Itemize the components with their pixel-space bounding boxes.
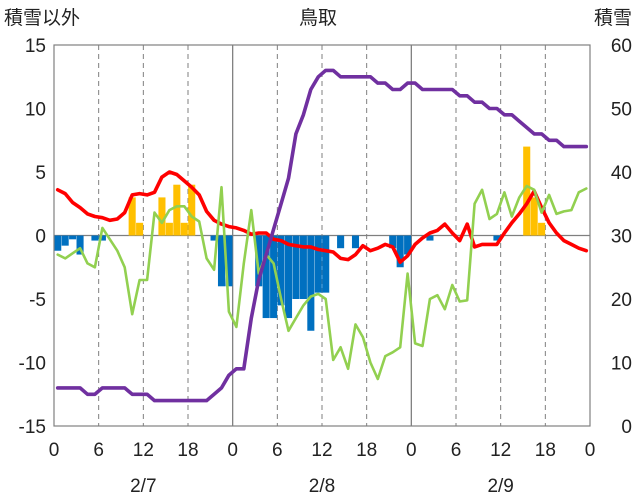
right-tick-label: 0 bbox=[621, 417, 632, 438]
left-axis-title: 積雪以外 bbox=[4, 7, 80, 29]
x-tick-label: 6 bbox=[451, 440, 462, 461]
x-tick-label: 0 bbox=[406, 440, 417, 461]
bar-negative bbox=[91, 235, 99, 241]
bar-positive bbox=[180, 222, 188, 236]
left-y-axis: 15 10 5 0 -5 -10 -15 bbox=[19, 36, 46, 438]
left-tick-label: -10 bbox=[19, 354, 46, 375]
bar-negative bbox=[270, 235, 278, 319]
right-y-axis: 60 50 40 30 20 10 0 bbox=[611, 36, 632, 438]
date-label: 2/7 bbox=[130, 476, 156, 497]
bar-positive bbox=[128, 197, 136, 236]
bar-negative bbox=[389, 235, 397, 249]
bar-negative bbox=[277, 235, 285, 306]
left-tick-label: 10 bbox=[25, 100, 46, 121]
right-tick-label: 40 bbox=[611, 163, 632, 184]
bar-negative bbox=[292, 235, 300, 299]
bar-positive bbox=[523, 146, 531, 236]
bar-negative bbox=[284, 235, 293, 319]
bar-positive bbox=[173, 184, 181, 236]
bar-negative bbox=[255, 235, 263, 287]
bar-positive bbox=[188, 184, 196, 236]
bar-positive bbox=[136, 222, 144, 236]
x-tick-label: 18 bbox=[356, 440, 377, 461]
plot-frame bbox=[53, 44, 591, 427]
x-tick-label: 18 bbox=[535, 440, 556, 461]
bar-negative bbox=[217, 235, 226, 287]
x-tick-label: 12 bbox=[490, 440, 511, 461]
x-tick-label: 6 bbox=[272, 440, 283, 461]
bar-positive bbox=[530, 197, 538, 236]
bar-negative bbox=[54, 235, 62, 251]
right-axis-title: 積雪 bbox=[594, 7, 632, 29]
bar-negative bbox=[404, 235, 412, 255]
bar-negative bbox=[76, 235, 84, 255]
chart-title: 鳥取 bbox=[299, 7, 337, 29]
date-label: 2/9 bbox=[487, 476, 513, 497]
x-tick-label: 6 bbox=[93, 440, 104, 461]
bar-negative bbox=[314, 235, 322, 293]
bar-positive bbox=[158, 197, 166, 236]
bar-negative bbox=[351, 235, 360, 249]
left-tick-label: 15 bbox=[25, 36, 46, 57]
bar-negative bbox=[337, 235, 345, 249]
line-series bbox=[55, 68, 589, 403]
bar-positive bbox=[538, 222, 546, 236]
left-tick-label: -5 bbox=[29, 290, 46, 311]
bar-negative bbox=[225, 235, 233, 287]
date-labels: 2/7 2/8 2/9 bbox=[130, 476, 514, 497]
left-tick-label: 0 bbox=[35, 227, 46, 248]
bar-negative bbox=[210, 235, 218, 241]
left-tick-label: 5 bbox=[35, 163, 46, 184]
series-line-1 bbox=[55, 170, 589, 265]
bar-negative bbox=[61, 235, 69, 246]
x-tick-label: 0 bbox=[585, 440, 596, 461]
bar-negative bbox=[493, 235, 501, 241]
x-tick-label: 0 bbox=[49, 440, 60, 461]
left-tick-label: -15 bbox=[19, 417, 46, 438]
right-tick-label: 10 bbox=[611, 354, 632, 375]
bar-negative bbox=[299, 235, 307, 299]
bar-negative bbox=[69, 235, 77, 240]
x-tick-label: 0 bbox=[227, 440, 238, 461]
series-line-3 bbox=[55, 68, 589, 403]
right-tick-label: 50 bbox=[611, 100, 632, 121]
right-tick-label: 60 bbox=[611, 36, 632, 57]
x-tick-label: 12 bbox=[133, 440, 154, 461]
x-tick-label: 18 bbox=[177, 440, 198, 461]
bar-series bbox=[54, 146, 546, 331]
right-tick-label: 30 bbox=[611, 227, 632, 248]
series-line-2 bbox=[56, 184, 588, 381]
bar-negative bbox=[426, 235, 434, 241]
bar-negative bbox=[262, 235, 270, 319]
bar-positive bbox=[165, 222, 173, 236]
date-label: 2/8 bbox=[309, 476, 335, 497]
bar-negative bbox=[307, 235, 315, 331]
right-tick-label: 20 bbox=[611, 290, 632, 311]
bar-negative bbox=[396, 235, 404, 268]
bar-negative bbox=[322, 235, 330, 293]
bar-negative bbox=[98, 235, 106, 241]
x-axis: 0 6 12 18 0 6 12 18 0 6 12 18 0 bbox=[49, 440, 596, 461]
x-tick-label: 12 bbox=[311, 440, 332, 461]
